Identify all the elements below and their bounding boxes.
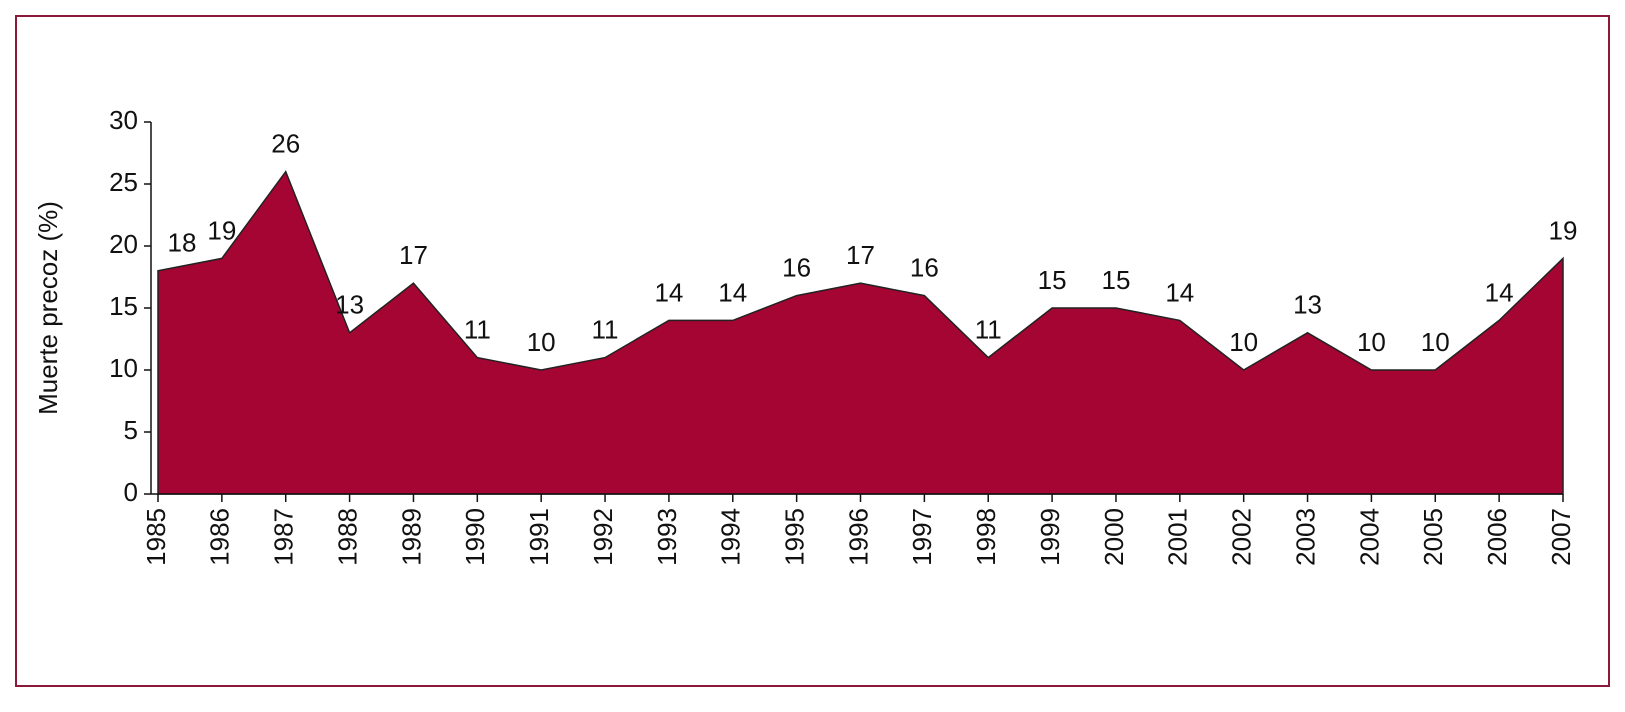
x-tick-label: 1999	[1035, 508, 1065, 566]
y-tick-label: 15	[109, 291, 138, 321]
y-tick-label: 10	[109, 353, 138, 383]
data-label: 13	[1293, 290, 1322, 320]
x-tick-label: 2004	[1354, 508, 1384, 566]
y-axis-label: Muerte precoz (%)	[33, 201, 63, 415]
area	[157, 170, 1564, 495]
data-label: 15	[1038, 265, 1067, 295]
data-label: 10	[1421, 327, 1450, 357]
data-label: 10	[1357, 327, 1386, 357]
y-tick-label: 30	[109, 105, 138, 135]
x-tick-label: 1985	[141, 508, 171, 566]
data-label: 16	[910, 252, 939, 282]
x-tick-label: 1987	[269, 508, 299, 566]
x-tick-label: 1995	[780, 508, 810, 566]
frame	[15, 15, 1610, 687]
y-tick-label: 5	[124, 415, 138, 445]
data-label: 11	[464, 314, 491, 344]
data-label: 19	[1549, 215, 1578, 245]
data-label: 19	[207, 215, 236, 245]
x-tick-label: 1990	[460, 508, 490, 566]
x-tick-label: 2003	[1290, 508, 1320, 566]
data-label: 10	[527, 327, 556, 357]
x-tick-label: 1989	[396, 508, 426, 566]
data-label: 11	[975, 314, 1002, 344]
data-label: 11	[592, 314, 619, 344]
x-tick-label: 2006	[1482, 508, 1512, 566]
data-label: 17	[846, 240, 875, 270]
x-tick-label: 1992	[588, 508, 618, 566]
data-label: 17	[399, 240, 428, 270]
x-tick-label: 1994	[716, 508, 746, 566]
data-label: 18	[168, 228, 197, 258]
x-tick-label: 1997	[907, 508, 937, 566]
data-label: 14	[718, 277, 747, 307]
x-tick-label: 2002	[1227, 508, 1257, 566]
x-tick-label: 1998	[971, 508, 1001, 566]
data-label: 14	[1165, 277, 1194, 307]
x-tick-label: 2001	[1163, 508, 1193, 566]
x-tick-label: 2005	[1418, 508, 1448, 566]
x-tick-label: 1986	[205, 508, 235, 566]
x-tick-label: 1993	[652, 508, 682, 566]
data-label: 14	[1485, 277, 1514, 307]
data-label: 15	[1101, 265, 1130, 295]
x-tick-label: 1991	[524, 508, 554, 566]
data-label: 16	[782, 252, 811, 282]
data-label: 13	[335, 290, 364, 320]
x-tick-label: 1996	[843, 508, 873, 566]
x-tick-label: 1988	[332, 508, 362, 566]
x-tick-label: 2000	[1099, 508, 1129, 566]
y-tick-label: 0	[124, 477, 138, 507]
x-tick-label: 2007	[1546, 508, 1576, 566]
y-tick-label: 25	[109, 167, 138, 197]
y-tick-label: 20	[109, 229, 138, 259]
data-label: 14	[654, 277, 683, 307]
data-label: 10	[1229, 327, 1258, 357]
data-label: 26	[271, 128, 300, 158]
